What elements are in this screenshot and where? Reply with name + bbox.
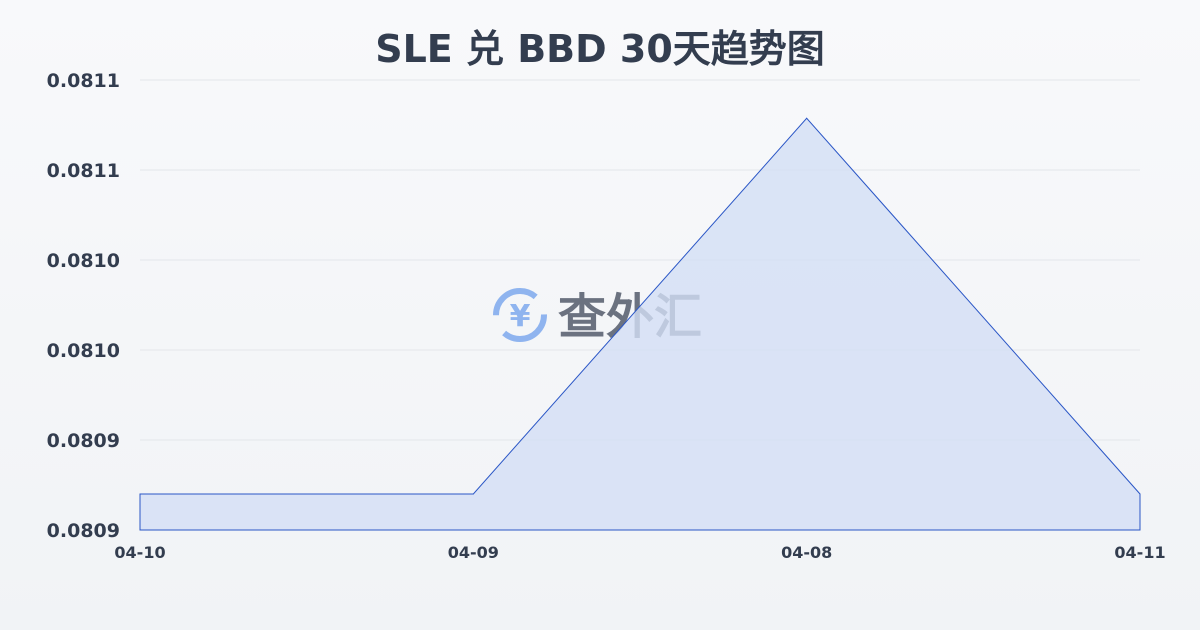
yen-symbol: ¥ [510,299,531,334]
x-tick-label: 04-10 [114,543,165,562]
y-tick-label: 0.0809 [47,430,120,452]
x-tick-label: 04-09 [448,543,499,562]
data-point [806,117,808,119]
y-tick-label: 0.0810 [47,250,120,272]
area-fill [139,117,1141,531]
yen-exchange-icon [493,288,547,342]
y-tick-label: 0.0809 [47,520,120,542]
y-tick-label: 0.0810 [47,340,120,362]
data-point [472,493,474,495]
y-tick-label: 0.0811 [47,160,120,182]
chart-title: SLE 兑 BBD 30天趋势图 [375,27,825,71]
data-point [1139,493,1141,495]
x-tick-label: 04-11 [1114,543,1165,562]
y-tick-label: 0.0811 [47,70,120,92]
x-tick-label: 04-08 [781,543,832,562]
data-point [139,493,141,495]
